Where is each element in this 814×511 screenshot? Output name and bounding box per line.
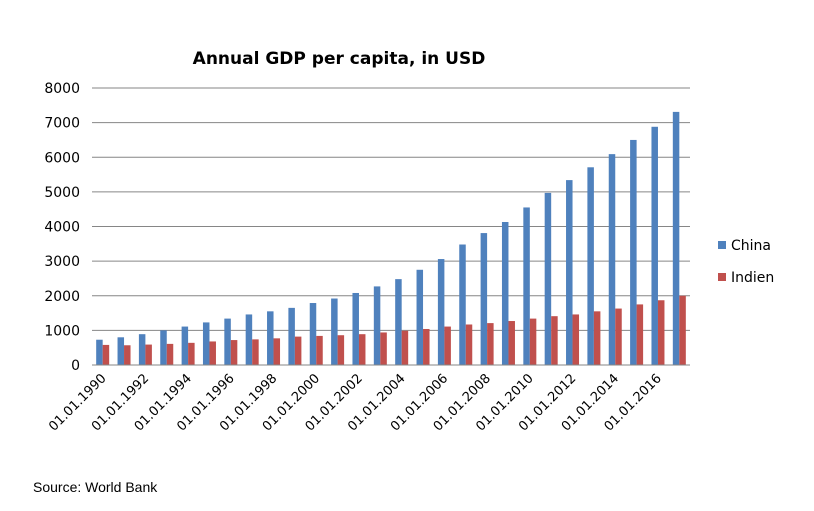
bar-indien-01.01.2004 <box>401 330 409 365</box>
y-tick-label: 2000 <box>44 289 80 305</box>
bar-indien-01.01.1994 <box>188 342 195 365</box>
bar-indien-01.01.2012 <box>572 314 580 365</box>
bar-china-01.01.1992 <box>138 334 146 365</box>
x-axis-ticks: 01.01.199001.01.199201.01.199401.01.1996… <box>46 371 665 434</box>
bar-china-01.01.2009 <box>501 221 509 365</box>
bar-china-01.01.2003 <box>373 286 381 365</box>
y-tick-label: 8000 <box>44 81 80 97</box>
bar-indien-01.01.1999 <box>294 336 302 365</box>
bar-china-01.01.2012 <box>566 180 573 365</box>
bar-indien-01.01.2013 <box>593 311 601 365</box>
bar-indien-01.01.2017 <box>679 295 686 365</box>
y-tick-label: 5000 <box>44 185 80 201</box>
bar-china-01.01.2005 <box>416 269 424 365</box>
bar-china-01.01.1998 <box>267 311 274 365</box>
grid <box>92 87 690 331</box>
bar-indien-01.01.2016 <box>657 300 665 365</box>
bar-indien-01.01.2014 <box>615 308 622 365</box>
bar-indien-01.01.1998 <box>273 338 281 365</box>
bar-indien-01.01.1995 <box>209 341 216 365</box>
source-note: Source: World Bank <box>33 479 158 495</box>
bar-china-01.01.1999 <box>288 307 295 365</box>
y-tick-label: 3000 <box>44 254 80 270</box>
bar-indien-01.01.1991 <box>124 345 131 365</box>
bar-china-01.01.2016 <box>651 126 658 365</box>
bar-china-01.01.2015 <box>630 139 637 365</box>
bar-indien-01.01.2005 <box>423 328 430 365</box>
bar-china-01.01.2008 <box>480 233 488 365</box>
bar-china-01.01.2000 <box>309 303 317 365</box>
bar-china-01.01.2013 <box>587 167 594 365</box>
bar-china-01.01.2007 <box>459 244 466 365</box>
y-tick-label: 1000 <box>44 323 80 339</box>
bar-indien-01.01.2010 <box>529 318 537 365</box>
bar-indien-01.01.2015 <box>636 304 644 365</box>
legend: China Indien <box>718 238 774 286</box>
y-tick-label: 4000 <box>44 220 80 236</box>
bar-indien-01.01.2001 <box>337 335 345 365</box>
bar-indien-01.01.1997 <box>252 339 259 365</box>
bar-indien-01.01.2006 <box>444 326 451 365</box>
bar-indien-01.01.2007 <box>465 324 473 365</box>
bar-china-01.01.1995 <box>202 322 210 365</box>
bar-indien-01.01.1993 <box>166 343 174 365</box>
y-tick-label: 0 <box>71 358 80 374</box>
bar-china-01.01.2002 <box>352 292 359 365</box>
chart-title: Annual GDP per capita, in USD <box>193 49 486 69</box>
legend-swatch-china <box>718 241 726 249</box>
bar-indien-01.01.2008 <box>487 323 494 365</box>
legend-swatch-indien <box>718 273 726 281</box>
bar-china-01.01.1990 <box>96 339 103 365</box>
bar-china-01.01.2010 <box>523 207 530 365</box>
bar-indien-01.01.2002 <box>358 334 366 365</box>
y-tick-label: 6000 <box>44 150 80 166</box>
bar-indien-01.01.2009 <box>508 321 515 365</box>
bar-indien-01.01.2000 <box>316 335 323 365</box>
bar-indien-01.01.2003 <box>380 332 387 365</box>
bars <box>96 111 686 365</box>
bar-indien-01.01.1992 <box>145 344 152 365</box>
bar-china-01.01.2001 <box>331 298 338 365</box>
bar-china-01.01.2004 <box>395 279 402 365</box>
bar-china-01.01.2017 <box>672 111 680 365</box>
y-axis-ticks: 0 1000 2000 3000 4000 5000 6000 7000 8000 <box>44 81 80 374</box>
bar-china-01.01.1991 <box>117 337 125 365</box>
bar-china-01.01.2014 <box>608 154 616 365</box>
bar-china-01.01.1993 <box>160 330 167 365</box>
bar-indien-01.01.1996 <box>230 340 238 365</box>
bar-china-01.01.1996 <box>224 318 231 365</box>
bar-indien-01.01.1990 <box>102 344 110 365</box>
bar-china-01.01.1994 <box>181 326 189 365</box>
legend-label-indien: Indien <box>731 270 774 286</box>
bar-indien-01.01.2011 <box>551 316 558 365</box>
bar-china-01.01.2006 <box>437 259 445 365</box>
y-tick-label: 7000 <box>44 116 80 132</box>
bar-china-01.01.1997 <box>245 314 253 365</box>
legend-label-china: China <box>731 238 771 254</box>
bar-china-01.01.2011 <box>544 192 552 365</box>
